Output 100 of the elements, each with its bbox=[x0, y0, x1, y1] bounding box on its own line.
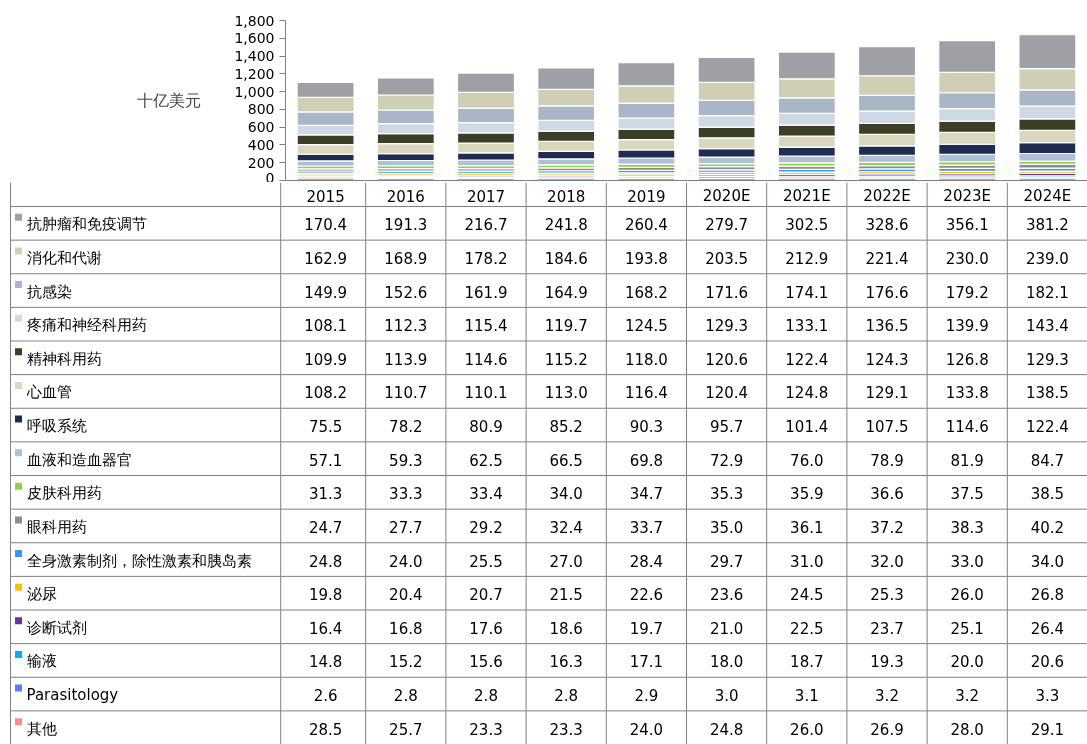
data-label: 17.1 bbox=[629, 653, 664, 672]
data-label: 168.9 bbox=[384, 249, 428, 268]
legend-label: 其他 bbox=[26, 719, 57, 738]
data-label: 124.3 bbox=[865, 350, 909, 369]
data-label: 20.7 bbox=[469, 586, 503, 605]
x-tick-label: 2023E bbox=[943, 186, 992, 205]
data-label: 152.6 bbox=[384, 283, 428, 302]
data-label: 164.9 bbox=[544, 283, 588, 302]
data-label: 81.9 bbox=[950, 451, 984, 470]
legend-label: 心血管 bbox=[25, 383, 72, 402]
y-tick-label: 600 bbox=[247, 119, 275, 136]
y-tick-label: 0 bbox=[265, 169, 275, 186]
data-label: 35.3 bbox=[709, 485, 744, 504]
data-label: 35.9 bbox=[790, 485, 824, 504]
data-label: 16.8 bbox=[389, 619, 423, 638]
data-label: 90.3 bbox=[629, 418, 664, 437]
data-label: 174.1 bbox=[785, 283, 829, 302]
data-label: 28.5 bbox=[308, 720, 343, 739]
data-label: 28.0 bbox=[950, 720, 984, 739]
x-tick-label: 2022E bbox=[863, 186, 911, 205]
data-label: 114.6 bbox=[464, 350, 508, 369]
data-label: 171.6 bbox=[705, 283, 749, 302]
data-label: 33.4 bbox=[469, 485, 503, 504]
y-tick-label: 1,800 bbox=[234, 12, 275, 29]
data-label: 22.6 bbox=[629, 586, 664, 605]
x-tick-label: 2024E bbox=[1023, 186, 1072, 205]
y-tick-label: 1,600 bbox=[234, 30, 275, 47]
data-label: 24.7 bbox=[308, 518, 343, 537]
y-tick-label: 1,000 bbox=[234, 83, 275, 100]
data-label: 203.5 bbox=[705, 249, 749, 268]
data-label: 18.0 bbox=[709, 653, 744, 672]
legend-label: 疼痛和神经科用药 bbox=[26, 316, 147, 335]
data-label: 24.0 bbox=[629, 720, 664, 739]
data-label: 24.8 bbox=[308, 552, 343, 571]
data-label: 33.3 bbox=[389, 485, 423, 504]
data-label: 21.0 bbox=[709, 619, 744, 638]
data-label: 129.3 bbox=[705, 317, 749, 336]
data-label: 36.1 bbox=[790, 518, 824, 537]
y-axis-title: 十亿美元 bbox=[137, 91, 202, 110]
data-label: 3.2 bbox=[955, 687, 980, 706]
data-label: 25.5 bbox=[469, 552, 503, 571]
data-label: 193.8 bbox=[624, 249, 668, 268]
y-tick-label: 800 bbox=[247, 101, 275, 118]
data-label: 34.7 bbox=[629, 485, 664, 504]
legend-label: 诊断试剂 bbox=[26, 618, 87, 637]
data-label: 279.7 bbox=[705, 216, 749, 235]
data-label: 182.1 bbox=[1025, 283, 1069, 302]
data-label: 184.6 bbox=[544, 249, 588, 268]
data-label: 20.6 bbox=[1030, 653, 1065, 672]
data-label: 3.1 bbox=[794, 687, 819, 706]
data-label: 75.5 bbox=[308, 418, 343, 437]
data-label: 110.7 bbox=[384, 384, 428, 403]
data-label: 17.6 bbox=[469, 619, 503, 638]
data-label: 27.0 bbox=[549, 552, 583, 571]
y-tick-label: 400 bbox=[247, 136, 275, 153]
data-label: 302.5 bbox=[785, 216, 829, 235]
data-label: 19.3 bbox=[870, 653, 904, 672]
data-label: 32.0 bbox=[870, 552, 904, 571]
data-label: 24.8 bbox=[709, 720, 744, 739]
data-label: 29.7 bbox=[709, 552, 744, 571]
data-label: 133.1 bbox=[785, 317, 829, 336]
data-label: 113.9 bbox=[384, 350, 428, 369]
data-label: 3.2 bbox=[875, 687, 899, 706]
data-label: 120.4 bbox=[705, 384, 749, 403]
data-label: 116.4 bbox=[624, 384, 668, 403]
data-label: 36.6 bbox=[870, 485, 904, 504]
data-label: 230.0 bbox=[945, 249, 989, 268]
data-label: 2.8 bbox=[393, 687, 418, 706]
data-label: 22.5 bbox=[790, 619, 824, 638]
data-label: 114.6 bbox=[945, 418, 989, 437]
x-tick-label: 2015 bbox=[306, 187, 345, 206]
data-label: 40.2 bbox=[1030, 518, 1065, 537]
data-label: 26.0 bbox=[790, 720, 824, 739]
data-label: 84.7 bbox=[1030, 451, 1065, 470]
x-tick-label: 2016 bbox=[386, 187, 425, 206]
legend-label: 呼吸系统 bbox=[26, 417, 87, 436]
data-label: 110.1 bbox=[464, 384, 508, 403]
data-label: 168.2 bbox=[624, 283, 668, 302]
legend-label: 精神科用药 bbox=[26, 349, 102, 368]
data-label: 101.4 bbox=[785, 418, 829, 437]
data-label: 221.4 bbox=[865, 249, 909, 268]
y-tick-label: 200 bbox=[247, 154, 275, 171]
data-label: 37.2 bbox=[870, 518, 904, 537]
data-label: 31.0 bbox=[790, 552, 824, 571]
data-label: 129.1 bbox=[865, 384, 909, 403]
data-label: 178.2 bbox=[464, 249, 508, 268]
x-tick-label: 2020E bbox=[702, 186, 751, 205]
data-label: 38.3 bbox=[950, 518, 984, 537]
data-label: 113.0 bbox=[544, 384, 588, 403]
data-label: 57.1 bbox=[308, 451, 343, 470]
data-label: 14.8 bbox=[308, 653, 343, 672]
data-label: 24.0 bbox=[389, 552, 423, 571]
data-label: 80.9 bbox=[469, 418, 503, 437]
data-label: 133.8 bbox=[945, 384, 989, 403]
data-label: 78.9 bbox=[870, 451, 904, 470]
data-label: 2.6 bbox=[313, 687, 338, 706]
data-label: 20.4 bbox=[389, 586, 423, 605]
data-label: 241.8 bbox=[544, 216, 588, 235]
data-label: 2.8 bbox=[474, 687, 498, 706]
data-label: 191.3 bbox=[384, 216, 428, 235]
